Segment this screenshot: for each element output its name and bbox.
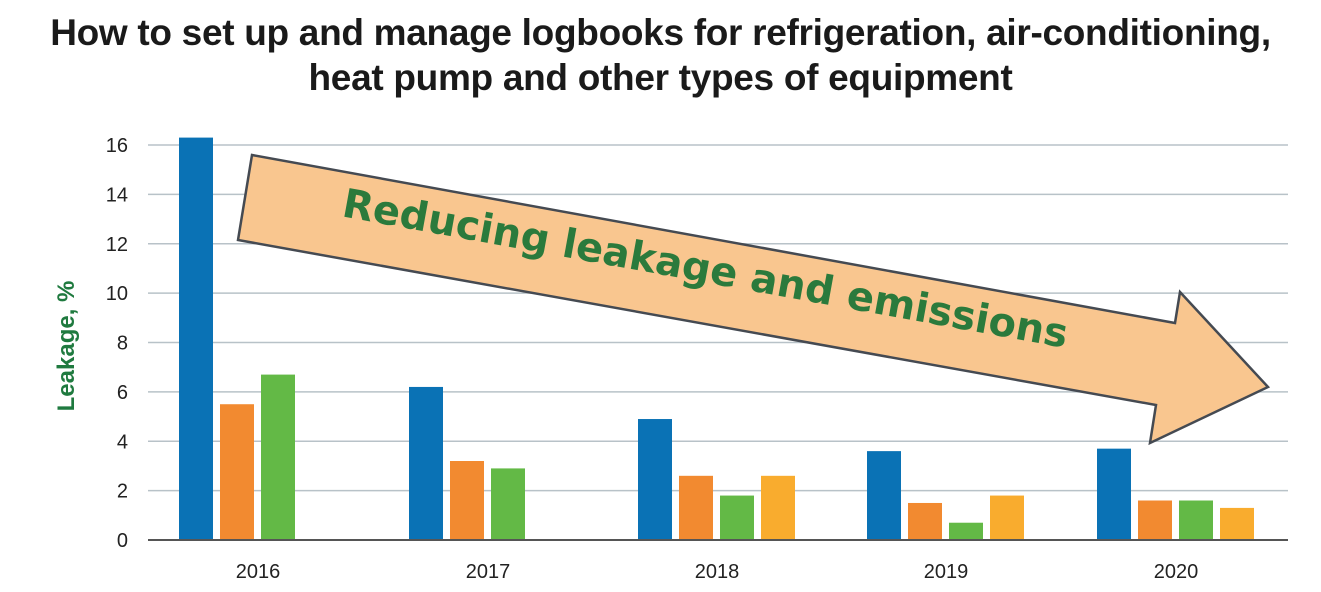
reducing-arrow-icon [236, 153, 1271, 446]
bar [1220, 507, 1254, 540]
chart-title-line-2: heat pump and other types of equipment [308, 57, 1013, 98]
chart-title-line-1: How to set up and manage logbooks for re… [50, 12, 1271, 53]
annotation-arrow-group: Reducing leakage and emissions [236, 153, 1271, 446]
bar [761, 475, 795, 540]
bar [908, 502, 942, 540]
bar [450, 461, 484, 540]
bar [990, 495, 1024, 540]
y-tick-label: 8 [117, 333, 128, 355]
bars [179, 137, 1254, 540]
chart-title: How to set up and manage logbooks for re… [0, 10, 1321, 100]
bar [720, 495, 754, 540]
bar [949, 522, 983, 540]
x-tick-label: 2018 [695, 561, 740, 583]
x-axis: 2016 2017 2018 2019 2020 [148, 539, 1288, 583]
y-tick-label: 6 [117, 382, 128, 404]
y-tick-label: 4 [117, 431, 128, 453]
y-tick-label: 14 [106, 184, 128, 206]
bar [1097, 448, 1131, 540]
bar [179, 137, 213, 540]
y-tick-label: 12 [106, 234, 128, 256]
x-tick-label: 2017 [466, 561, 511, 583]
x-tick-label: 2016 [236, 561, 281, 583]
bar [409, 386, 443, 540]
bar [491, 468, 525, 540]
bar [1138, 500, 1172, 540]
bar [1179, 500, 1213, 540]
y-tick-label: 10 [106, 283, 128, 305]
y-axis: 0 2 4 6 8 10 12 14 16 [106, 135, 128, 552]
y-axis-label: Leakage, % [53, 281, 80, 412]
bar [679, 475, 713, 540]
bar [638, 419, 672, 540]
x-tick-label: 2019 [924, 561, 969, 583]
y-tick-label: 2 [117, 481, 128, 503]
bar [261, 374, 295, 540]
y-tick-label: 16 [106, 135, 128, 157]
bar [220, 404, 254, 540]
bar [867, 451, 901, 540]
y-tick-label: 0 [117, 530, 128, 552]
x-tick-label: 2020 [1154, 561, 1199, 583]
